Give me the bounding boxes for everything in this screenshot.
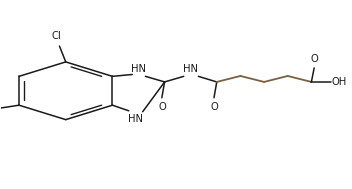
Text: O: O [158,102,166,112]
Text: O: O [310,54,318,64]
Text: OH: OH [332,77,347,87]
Text: Cl: Cl [52,31,62,41]
Text: HN: HN [131,64,146,74]
Text: HN: HN [183,64,198,74]
Text: O: O [210,102,218,112]
Text: HN: HN [127,114,143,124]
